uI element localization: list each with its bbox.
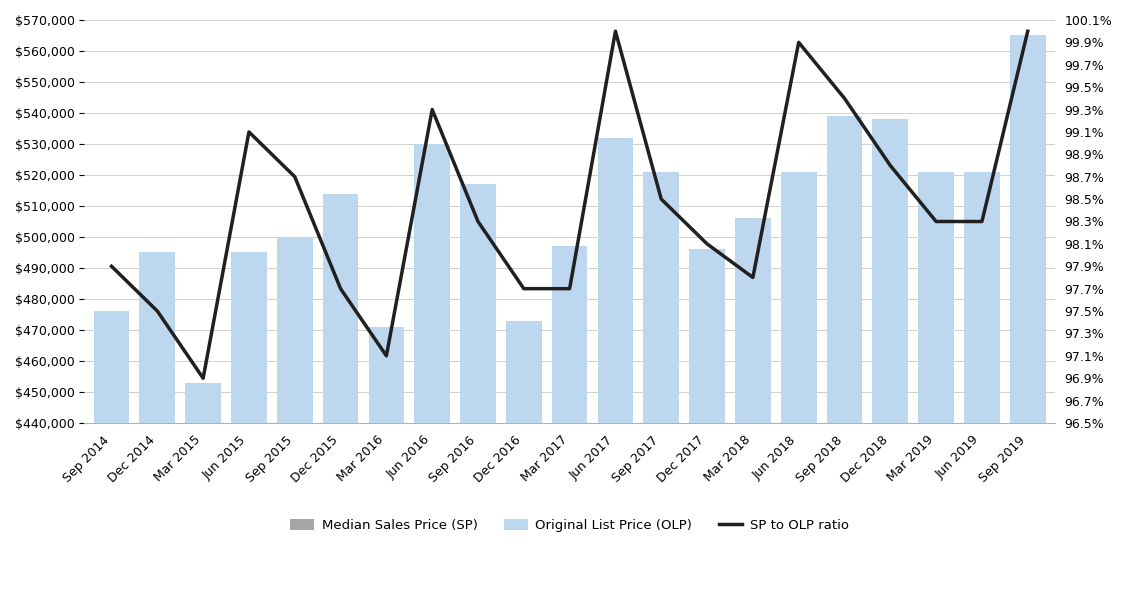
Bar xyxy=(231,253,267,600)
Bar xyxy=(964,221,1000,600)
Bar xyxy=(735,280,771,600)
Bar xyxy=(460,274,496,600)
Bar xyxy=(781,172,817,600)
Bar xyxy=(460,184,496,600)
Bar xyxy=(1010,35,1046,600)
Bar xyxy=(919,172,953,600)
Bar xyxy=(231,268,267,600)
Bar xyxy=(872,122,908,600)
Bar xyxy=(964,172,1000,600)
Bar xyxy=(826,125,862,600)
Bar xyxy=(322,194,358,600)
Bar xyxy=(369,367,405,600)
Bar xyxy=(185,383,221,600)
Bar xyxy=(735,218,771,600)
Bar xyxy=(94,311,130,600)
Bar xyxy=(872,119,908,600)
Bar xyxy=(552,246,587,600)
Bar xyxy=(506,355,542,600)
Bar xyxy=(826,116,862,600)
Bar xyxy=(369,327,405,600)
Bar xyxy=(415,221,450,600)
Bar xyxy=(597,190,633,600)
Bar xyxy=(919,250,953,600)
Bar xyxy=(597,138,633,600)
Bar xyxy=(277,237,312,600)
Bar xyxy=(185,401,221,600)
Bar xyxy=(781,206,817,600)
Bar xyxy=(690,277,725,600)
Bar xyxy=(644,172,680,600)
Bar xyxy=(552,343,587,600)
Bar xyxy=(506,320,542,600)
Bar xyxy=(94,330,130,600)
Bar xyxy=(415,144,450,600)
Bar xyxy=(140,299,175,600)
Bar xyxy=(140,253,175,600)
Bar xyxy=(644,200,680,600)
Bar xyxy=(690,250,725,600)
Bar xyxy=(1010,73,1046,600)
Legend: Median Sales Price (SP), Original List Price (OLP), SP to OLP ratio: Median Sales Price (SP), Original List P… xyxy=(285,514,854,537)
Bar xyxy=(322,227,358,600)
Bar xyxy=(277,283,312,600)
